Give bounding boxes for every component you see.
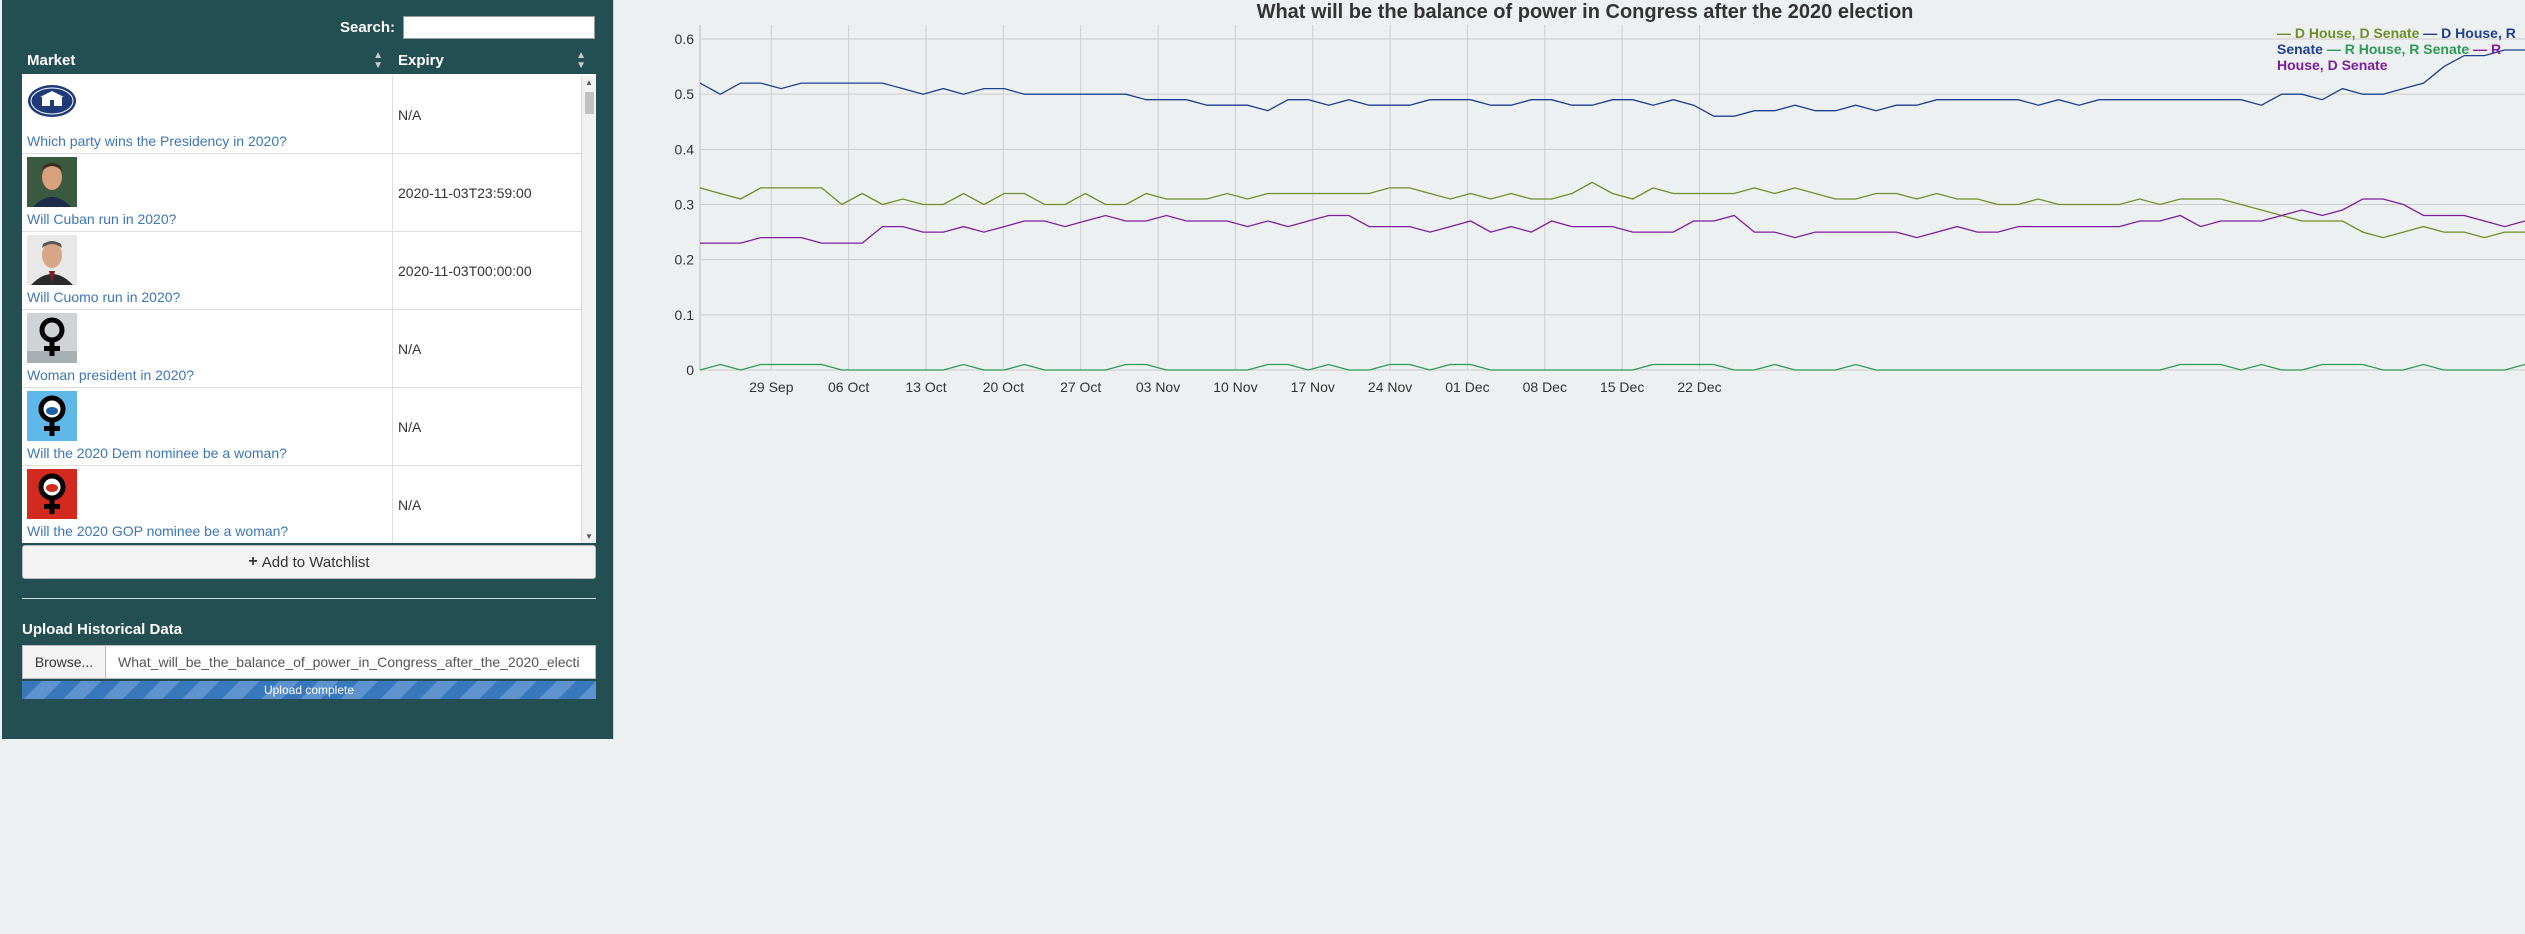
table-row[interactable]: Will the 2020 Dem nominee be a woman? N/…	[22, 388, 596, 466]
column-header-expiry-label: Expiry	[398, 52, 444, 69]
cuban-photo	[27, 157, 77, 207]
x-tick-label: 01 Dec	[1445, 379, 1489, 395]
female-symbol-elephant-icon	[27, 469, 77, 519]
series-line	[699, 181, 2525, 239]
table-row[interactable]: Will Cuban run in 2020? 2020-11-03T23:59…	[22, 154, 596, 232]
market-cell: Which party wins the Presidency in 2020?	[22, 76, 393, 153]
table-scrollbar[interactable]: ▲ ▼	[581, 76, 596, 543]
series-line	[699, 49, 2525, 117]
add-to-watchlist-button[interactable]: + Add to Watchlist	[22, 545, 596, 579]
table-row[interactable]: Will the 2020 GOP nominee be a woman? N/…	[22, 466, 596, 543]
y-tick-label: 0.1	[675, 307, 695, 323]
table-row[interactable]: Woman president in 2020? N/A	[22, 310, 596, 388]
x-tick-label: 27 Oct	[1060, 379, 1101, 395]
market-cell: Will Cuomo run in 2020?	[22, 232, 393, 309]
x-axis: 29 Sep 06 Oct 13 Oct 20 Oct 27 Oct 03 Nov 10 N…	[749, 379, 1722, 395]
x-tick-label: 03 Nov	[1136, 379, 1180, 395]
x-tick-label: 20 Oct	[983, 379, 1024, 395]
market-cell: Will Cuban run in 2020?	[22, 154, 393, 231]
legend-entry[interactable]: — R House, R Senate	[2326, 41, 2474, 57]
series-line	[700, 198, 2525, 244]
chart-legend: — D House, D Senate — D House, R Senate …	[2277, 25, 2523, 73]
scroll-up-icon[interactable]: ▲	[585, 78, 593, 87]
cuomo-photo	[27, 235, 77, 285]
market-cell: Will the 2020 GOP nominee be a woman?	[22, 466, 393, 543]
plus-icon: +	[248, 553, 258, 570]
sort-icon[interactable]: ▲ ▼	[373, 50, 383, 71]
x-tick-label: 15 Dec	[1600, 379, 1644, 395]
table-row[interactable]: Will Cuomo run in 2020? 2020-11-03T00:00…	[22, 232, 596, 310]
column-header-market[interactable]: Market ▲ ▼	[22, 49, 393, 74]
x-tick-label: 24 Nov	[1368, 379, 1412, 395]
legend-entry[interactable]: — D House, R Senate	[2277, 25, 2516, 57]
female-symbol-donkey-icon	[27, 391, 77, 441]
expiry-cell: N/A	[398, 418, 422, 435]
chart-title: What will be the balance of power in Con…	[1257, 1, 1914, 23]
x-tick-label: 06 Oct	[828, 379, 869, 395]
market-link[interactable]: Will the 2020 GOP nominee be a woman?	[27, 523, 289, 539]
file-name-field[interactable]: What_will_be_the_balance_of_power_in_Con…	[106, 645, 596, 679]
market-link[interactable]: Will the 2020 Dem nominee be a woman?	[27, 445, 287, 461]
x-tick-label: 10 Nov	[1213, 379, 1257, 395]
sort-icon[interactable]: ▲ ▼	[576, 50, 586, 71]
browse-button[interactable]: Browse...	[22, 645, 106, 679]
chart-series	[699, 49, 2525, 371]
x-tick-label: 29 Sep	[749, 379, 794, 395]
scroll-down-icon[interactable]: ▼	[585, 532, 593, 541]
legend-entry[interactable]: — R House, D Senate	[2277, 41, 2502, 73]
market-link[interactable]: Woman president in 2020?	[27, 367, 195, 383]
expiry-cell: 2020-11-03T00:00:00	[398, 262, 532, 279]
expiry-cell: N/A	[398, 340, 422, 357]
x-tick-label: 08 Dec	[1523, 379, 1567, 395]
expiry-cell: 2020-11-03T23:59:00	[398, 184, 532, 201]
table-row[interactable]: Which party wins the Presidency in 2020?…	[22, 76, 596, 154]
search-label: Search:	[339, 19, 395, 36]
x-tick-label: 22 Dec	[1677, 379, 1721, 395]
y-tick-label: 0.4	[675, 141, 695, 157]
legend-entry[interactable]: — D House, D Senate	[2277, 25, 2424, 41]
divider	[22, 598, 596, 599]
table-body: Which party wins the Presidency in 2020?…	[22, 76, 596, 543]
female-symbol-icon	[27, 313, 77, 363]
chart-grid	[699, 25, 2525, 371]
column-header-market-label: Market	[27, 52, 76, 69]
y-tick-label: 0.6	[675, 31, 695, 47]
upload-progress-label: Upload complete	[263, 683, 355, 697]
y-tick-label: 0.3	[675, 197, 695, 213]
market-cell: Woman president in 2020?	[22, 310, 393, 387]
price-chart[interactable]: What will be the balance of power in Con…	[625, 0, 2525, 420]
search-row: Search:	[340, 16, 595, 39]
search-input[interactable]	[403, 16, 595, 39]
y-tick-label: 0.5	[675, 86, 695, 102]
expiry-cell: N/A	[398, 106, 422, 123]
y-axis: 0 0.1 0.2 0.3 0.4 0.5 0.6	[675, 31, 695, 378]
market-cell: Will the 2020 Dem nominee be a woman?	[22, 388, 393, 465]
white-house-seal-icon	[28, 85, 76, 117]
add-to-watchlist-label: Add to Watchlist	[261, 553, 370, 571]
y-tick-label: 0	[686, 362, 694, 378]
expiry-cell: N/A	[398, 496, 422, 513]
sidebar: Search: Market ▲ ▼ Expiry ▲ ▼	[2, 0, 614, 739]
market-link[interactable]: Which party wins the Presidency in 2020?	[27, 133, 287, 149]
market-link[interactable]: Will Cuomo run in 2020?	[27, 289, 181, 305]
y-tick-label: 0.2	[675, 252, 695, 268]
market-table: Market ▲ ▼ Expiry ▲ ▼ Whic	[22, 49, 596, 543]
x-tick-label: 13 Oct	[905, 379, 946, 395]
x-tick-label: 17 Nov	[1291, 379, 1335, 395]
upload-title: Upload Historical Data	[22, 621, 183, 638]
column-header-expiry[interactable]: Expiry ▲ ▼	[393, 49, 596, 74]
upload-progress-bar: Upload complete	[22, 681, 596, 699]
series-line	[699, 363, 2525, 371]
scroll-thumb[interactable]	[585, 92, 594, 114]
table-header: Market ▲ ▼ Expiry ▲ ▼	[22, 49, 596, 76]
market-link[interactable]: Will Cuban run in 2020?	[27, 211, 177, 227]
